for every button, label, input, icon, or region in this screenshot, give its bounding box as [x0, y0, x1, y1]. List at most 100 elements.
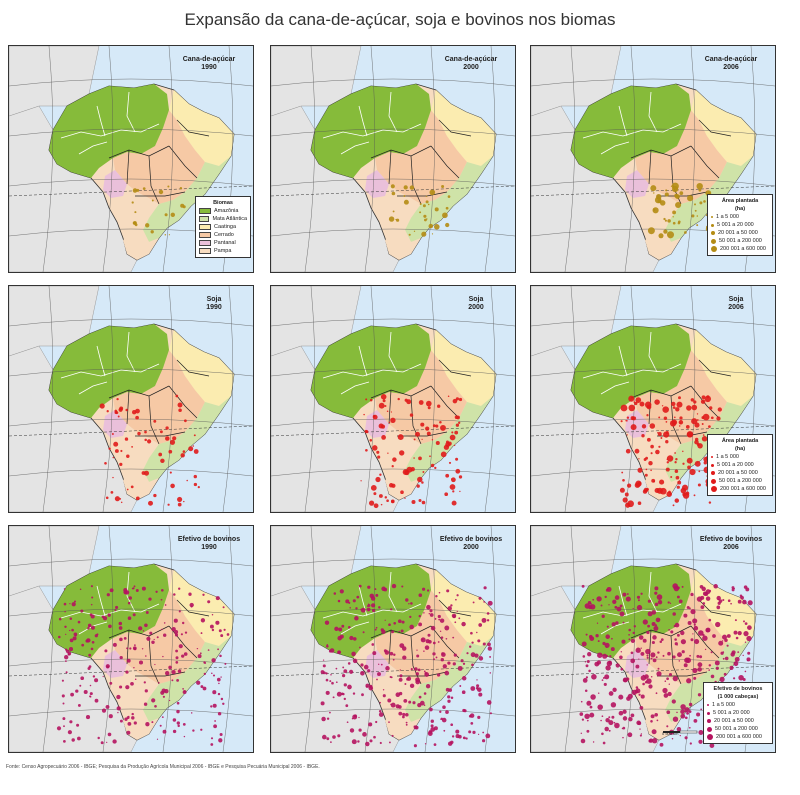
data-point — [434, 224, 440, 230]
data-point — [117, 711, 119, 714]
data-point — [371, 608, 376, 613]
data-point — [145, 611, 149, 614]
data-point — [584, 713, 590, 720]
data-point — [325, 672, 328, 675]
data-point — [596, 596, 602, 602]
data-point — [177, 496, 183, 502]
data-point — [662, 406, 669, 413]
data-point — [366, 607, 371, 612]
data-point — [79, 684, 82, 687]
biome-pampa — [123, 230, 159, 260]
data-point — [742, 654, 744, 657]
data-point — [135, 589, 139, 592]
data-point — [362, 631, 365, 634]
data-point — [157, 681, 160, 684]
data-point — [162, 655, 164, 658]
data-point — [691, 214, 695, 218]
data-point — [687, 621, 692, 625]
data-point — [589, 604, 596, 610]
state-border-0 — [630, 385, 692, 399]
meridian-line-3 — [222, 526, 234, 752]
data-point — [482, 739, 486, 743]
data-point — [391, 630, 395, 634]
data-point — [650, 452, 653, 455]
data-point — [686, 712, 689, 715]
data-point — [666, 677, 669, 681]
data-point — [145, 223, 150, 228]
data-point — [355, 607, 358, 610]
data-point — [391, 499, 395, 504]
data-point — [442, 212, 448, 219]
data-point — [151, 199, 154, 202]
data-point — [403, 195, 406, 197]
data-point — [181, 621, 185, 625]
data-point — [219, 732, 223, 737]
data-point — [674, 638, 677, 641]
data-point — [665, 189, 668, 192]
data-point — [664, 219, 667, 222]
river-line-0 — [322, 363, 422, 379]
data-point — [403, 199, 409, 205]
legend-item: Cerrado — [199, 231, 247, 239]
data-point — [172, 729, 177, 734]
data-point — [404, 398, 408, 402]
page-title: Expansão da cana-de-açúcar, soja e bovin… — [184, 10, 616, 29]
data-point — [375, 626, 378, 629]
data-point — [421, 438, 423, 441]
data-point — [111, 433, 114, 435]
data-point — [188, 592, 192, 596]
data-point — [671, 419, 678, 426]
data-point — [683, 613, 688, 618]
data-point — [445, 222, 450, 228]
data-point — [689, 654, 691, 657]
data-point — [336, 691, 342, 697]
data-point — [587, 652, 592, 657]
data-point — [648, 739, 652, 743]
data-point — [190, 712, 193, 714]
data-point — [600, 719, 602, 722]
data-point — [726, 644, 729, 647]
panel-title: Efetivo de bovinos 2006 — [699, 536, 763, 551]
data-point — [432, 652, 436, 656]
data-point — [702, 434, 705, 436]
data-point — [212, 674, 216, 677]
data-point — [628, 628, 631, 632]
panel-title: Efetivo de bovinos 2000 — [439, 536, 503, 551]
data-point — [429, 609, 433, 613]
data-point — [193, 434, 196, 437]
data-point — [134, 223, 138, 227]
parallel-line-0 — [271, 318, 515, 327]
data-point — [118, 626, 123, 630]
state-border-5 — [135, 191, 186, 197]
data-point — [486, 700, 492, 705]
data-point — [135, 415, 139, 420]
data-point — [458, 421, 461, 424]
data-point — [398, 630, 400, 633]
legend-item: 5 001 a 20 000 — [711, 461, 769, 469]
data-point — [737, 651, 740, 653]
legend-item: Amazônia — [199, 207, 247, 215]
data-point — [363, 413, 365, 416]
data-point — [398, 691, 403, 696]
data-point — [471, 663, 474, 667]
data-point — [477, 715, 481, 719]
data-point — [426, 589, 430, 592]
data-point — [628, 633, 630, 636]
tropic-line — [9, 665, 253, 677]
data-point — [339, 589, 344, 594]
data-point — [696, 182, 703, 190]
data-point — [697, 483, 701, 487]
data-point — [158, 189, 164, 195]
data-point — [719, 676, 725, 682]
data-point — [668, 672, 673, 677]
data-point — [133, 667, 135, 669]
map-panel-bovinos-2000: Efetivo de bovinos 2000 — [270, 525, 516, 753]
data-point — [420, 637, 426, 643]
parallel-line-2 — [9, 418, 253, 427]
data-point — [672, 216, 674, 218]
data-point — [686, 678, 692, 684]
data-point — [621, 639, 626, 644]
river-line-0 — [582, 123, 682, 139]
data-point — [71, 602, 76, 607]
river-line-2 — [648, 571, 658, 613]
